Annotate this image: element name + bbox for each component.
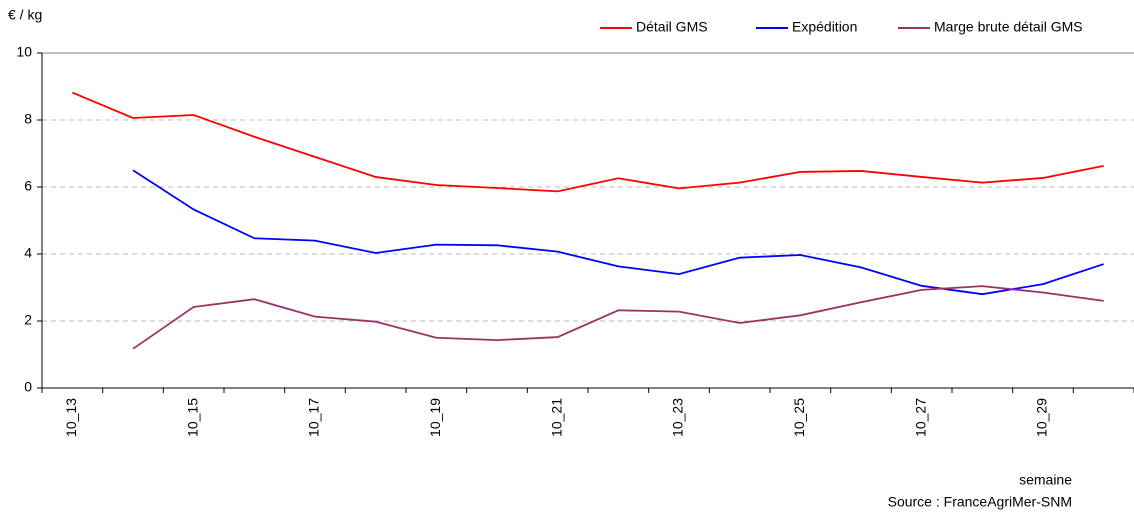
legend-label: Détail GMS [636, 19, 708, 35]
series-line [132, 169, 1104, 296]
y-tick-label: 8 [24, 111, 32, 127]
legend-label: Marge brute détail GMS [934, 19, 1083, 35]
y-tick-label: 0 [24, 379, 32, 395]
x-tick-label: 10_21 [548, 398, 564, 437]
x-axis-label: semaine [1019, 472, 1072, 488]
y-tick-label: 4 [24, 245, 32, 261]
x-tick-label: 10_29 [1034, 398, 1050, 437]
x-tick-label: 10_25 [791, 398, 807, 437]
series-line [71, 91, 1104, 193]
x-tick-label: 10_23 [670, 398, 686, 437]
y-tick-label: 10 [16, 44, 32, 60]
series-line [132, 285, 1104, 350]
x-tick-label: 10_13 [63, 398, 79, 437]
y-tick-label: 2 [24, 312, 32, 328]
y-tick-label: 6 [24, 178, 32, 194]
legend-label: Expédition [792, 19, 857, 35]
x-tick-label: 10_19 [427, 398, 443, 437]
x-tick-label: 10_17 [306, 398, 322, 437]
y-axis-label: € / kg [8, 7, 42, 23]
x-tick-label: 10_15 [184, 398, 200, 437]
x-tick-label: 10_27 [912, 398, 928, 437]
source: Source : FranceAgriMer-SNM [888, 494, 1072, 510]
